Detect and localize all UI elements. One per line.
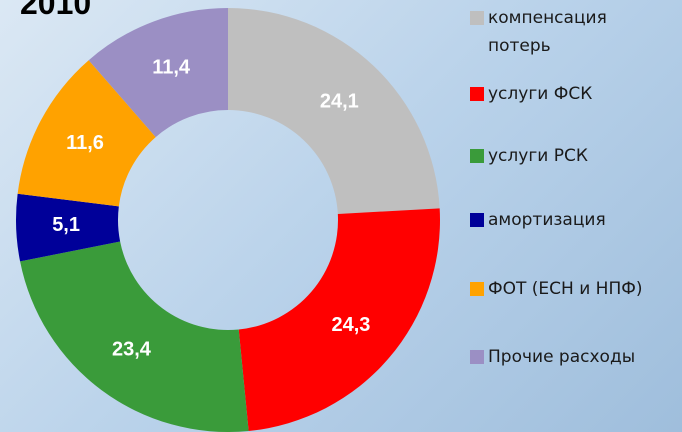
legend-label: компенсация потерь — [488, 8, 607, 56]
legend-swatch — [470, 350, 484, 364]
legend-label: услуги ФСК — [488, 84, 593, 104]
legend-label: Прочие расходы — [488, 347, 636, 367]
legend-item: услуги ФСК — [470, 80, 675, 108]
data-label: 24,1 — [320, 91, 359, 113]
legend-item: услуги РСК — [470, 142, 675, 170]
chart-title: 2010 — [20, 0, 91, 21]
donut-slice — [228, 8, 440, 214]
legend-swatch — [470, 11, 484, 25]
data-label: 23,4 — [112, 338, 152, 360]
legend-label: услуги РСК — [488, 146, 588, 166]
legend-item: амортизация — [470, 206, 675, 234]
donut-slice — [88, 8, 228, 138]
legend-swatch — [470, 149, 484, 163]
donut-slice — [20, 241, 249, 432]
donut-slice — [17, 60, 156, 207]
legend-swatch — [470, 87, 484, 101]
data-label: 5,1 — [52, 214, 80, 236]
legend-label: ФОТ (ЕСН и НПФ) — [488, 279, 643, 299]
donut-slice — [15, 193, 121, 262]
legend-swatch — [470, 282, 484, 296]
donut-slice — [238, 208, 440, 431]
legend-swatch — [470, 213, 484, 227]
legend-item: ФОТ (ЕСН и НПФ) — [470, 275, 675, 303]
data-label: 11,6 — [66, 132, 104, 154]
legend-label: амортизация — [488, 210, 606, 230]
legend-item: Прочие расходы — [470, 343, 675, 371]
data-label: 24,3 — [331, 314, 370, 336]
data-label: 11,4 — [152, 57, 191, 79]
legend-item: компенсация потерь — [470, 4, 675, 60]
